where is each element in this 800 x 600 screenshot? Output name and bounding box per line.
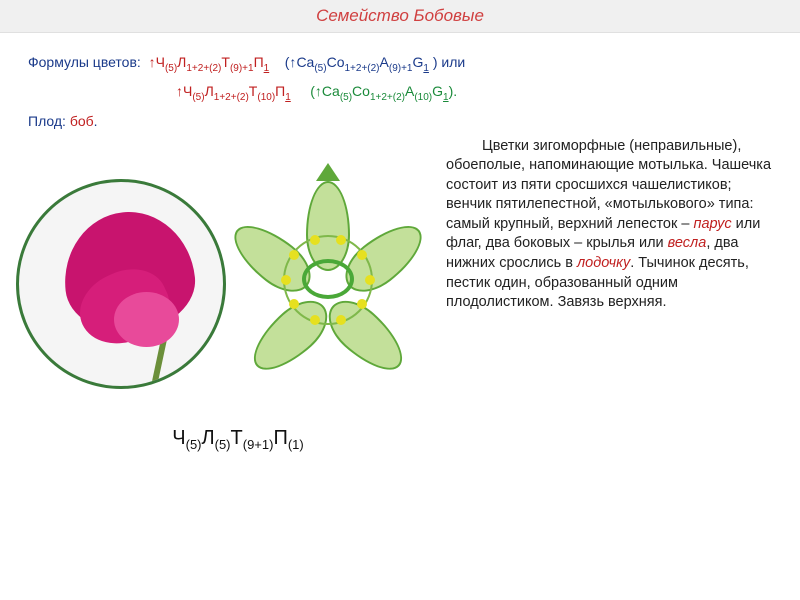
pistil-icon bbox=[302, 259, 354, 299]
flower-formulas-block: Формулы цветов: ↑Ч(5)Л1+2+(2)Т(9)+1П1 (↑… bbox=[0, 33, 800, 111]
formula1-lat: (↑Ca(5)Co1+2+(2)A(9)+1G1 ) bbox=[285, 54, 442, 70]
content-row: Ч(5)Л(5)Т(9+1)П(1) Цветки зигоморфные (н… bbox=[0, 137, 800, 515]
stamen-dot bbox=[289, 250, 299, 260]
or-word: или bbox=[441, 54, 465, 70]
em-lodochka: лодочку bbox=[577, 255, 630, 271]
formulas-label: Формулы цветов: bbox=[28, 54, 141, 70]
fruit-value: боб bbox=[70, 113, 94, 129]
stamen-dot bbox=[310, 235, 320, 245]
stamen-dot bbox=[281, 275, 291, 285]
formula-line-2: ↑Ч(5)Л1+2+(2)Т(10)П1 (↑Ca(5)Co1+2+(2)A(1… bbox=[28, 78, 772, 107]
stamen-dot bbox=[357, 250, 367, 260]
formula-line-1: Формулы цветов: ↑Ч(5)Л1+2+(2)Т(9)+1П1 (↑… bbox=[28, 49, 772, 78]
stamen-dot bbox=[365, 275, 375, 285]
stamen-dot bbox=[310, 315, 320, 325]
bract-icon bbox=[316, 163, 340, 181]
diagram-formula: Ч(5)Л(5)Т(9+1)П(1) bbox=[98, 427, 378, 452]
fruit-line: Плод: боб. bbox=[0, 111, 800, 137]
fruit-label: Плод: bbox=[28, 113, 66, 129]
em-parus: парус bbox=[693, 216, 731, 232]
formula1-cyr: ↑Ч(5)Л1+2+(2)Т(9)+1П1 bbox=[149, 54, 274, 70]
description-text: Цветки зигоморфные (неправильные), обоеп… bbox=[438, 137, 788, 515]
page-title: Семейство Бобовые bbox=[0, 0, 800, 33]
flower-figure: Ч(5)Л(5)Т(9+1)П(1) bbox=[8, 155, 438, 515]
formula2-cyr: ↑Ч(5)Л1+2+(2)Т(10)П1 bbox=[176, 83, 295, 99]
formula2-lat: (↑Ca(5)Co1+2+(2)A(10)G1). bbox=[310, 83, 457, 99]
flower-photo bbox=[16, 179, 226, 389]
stamen-dot bbox=[336, 235, 346, 245]
stamen-dot bbox=[336, 315, 346, 325]
em-vesla: весла bbox=[668, 235, 707, 251]
flower-diagram bbox=[228, 163, 428, 393]
flower-petal-keel bbox=[114, 292, 179, 347]
